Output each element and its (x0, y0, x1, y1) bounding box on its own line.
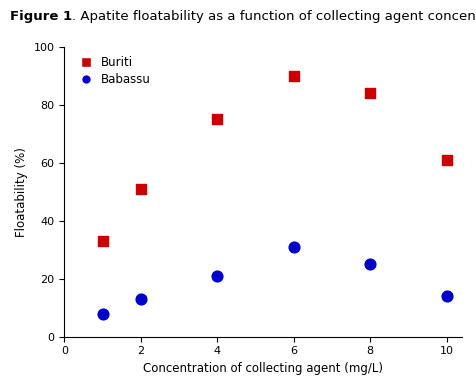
Y-axis label: Floatability (%): Floatability (%) (15, 147, 28, 237)
Point (442, 293, 449, 299)
Point (366, 261, 373, 268)
Point (289, 244, 297, 250)
Point (213, 273, 220, 279)
Text: . Apatite floatability as a function of collecting agent concentration.: . Apatite floatability as a function of … (71, 10, 476, 23)
Legend: Buriti, Babassu: Buriti, Babassu (70, 53, 154, 89)
Point (99, 238, 106, 244)
Point (137, 186, 144, 192)
Point (99, 310, 106, 317)
X-axis label: Concentration of collecting agent (mg/L): Concentration of collecting agent (mg/L) (143, 362, 382, 375)
Point (442, 157, 449, 163)
Text: Figure 1: Figure 1 (10, 10, 71, 23)
Point (213, 116, 220, 122)
Point (137, 296, 144, 302)
Point (366, 90, 373, 96)
Point (289, 73, 297, 79)
